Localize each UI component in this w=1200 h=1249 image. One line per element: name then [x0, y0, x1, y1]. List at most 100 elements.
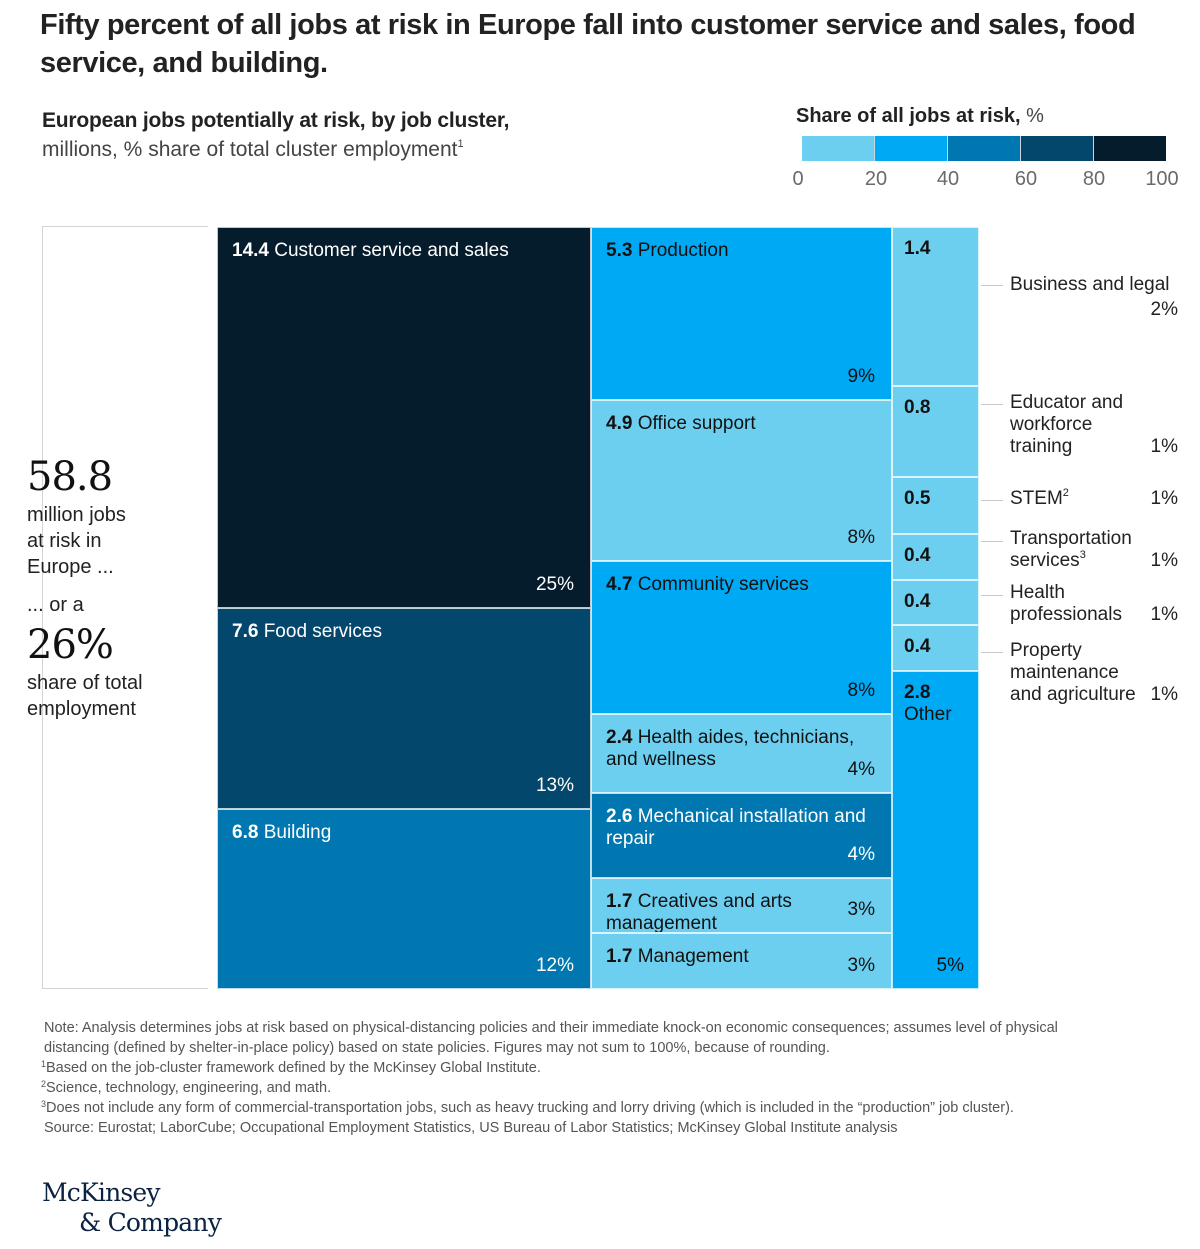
logo-line-2: & Company: [79, 1208, 222, 1237]
treemap-cell-educator-and-workforce-training: 0.8: [892, 386, 979, 478]
side-label-share: 1%: [1150, 684, 1178, 705]
cell-share: 4%: [847, 758, 875, 780]
label-connector-line: [981, 652, 1003, 653]
cell-value: 4.7: [606, 573, 633, 595]
cell-value: 2.4: [606, 727, 633, 749]
side-label-line: Business and legal: [1010, 274, 1170, 295]
treemap-cell-property-maintenance-and-agriculture: 0.4: [892, 625, 979, 671]
cell-name: Food services: [258, 621, 382, 642]
subtitle-bold: European jobs potentially at risk, by jo…: [42, 109, 510, 132]
cell-name: Management: [632, 946, 749, 968]
side-label-line: Property: [1010, 640, 1082, 661]
cell-label: 1.7 Management: [606, 946, 868, 968]
cell-label: 0.4: [904, 545, 964, 567]
cell-label: 1.4: [904, 238, 964, 260]
footnote-1: 1Based on the job-cluster framework defi…: [41, 1058, 1174, 1078]
cell-share: 9%: [847, 366, 875, 388]
side-label-line: Health: [1010, 582, 1065, 603]
footnote-1-mark: 1: [41, 1059, 47, 1069]
cell-label: 0.4: [904, 591, 964, 613]
side-label: Health professionals 1%: [1010, 582, 1178, 626]
cell-label: 6.8 Building: [232, 822, 576, 844]
chart-subtitle: European jobs potentially at risk, by jo…: [42, 106, 642, 164]
treemap-cell-customer-service-and-sales: 14.4 Customer service and sales 25%: [217, 227, 591, 608]
color-legend: Share of all jobs at risk, % 0 20 40 60 80 10…: [792, 102, 1186, 190]
label-connector-line: [981, 500, 1003, 501]
legend-tick-label: 40: [936, 168, 960, 190]
cell-name: Mechanical installation and repair: [606, 805, 866, 849]
label-connector-line: [981, 285, 1003, 286]
cell-share: 8%: [847, 680, 875, 702]
total-jobs-value: 58.8: [27, 454, 113, 500]
side-label-share: 1%: [1150, 436, 1178, 457]
summary-line-6: employment: [27, 698, 136, 720]
side-label-share: 1%: [1150, 604, 1178, 625]
summary-line-1: million jobs: [27, 504, 126, 526]
cell-label: 4.7 Community services: [606, 574, 877, 596]
cell-value: 0.4: [904, 590, 931, 612]
footnote-ref: 3: [1079, 549, 1086, 561]
footnote-2: 2Science, technology, engineering, and m…: [41, 1078, 1174, 1098]
cell-share: 4%: [847, 843, 875, 865]
legend-title: Share of all jobs at risk, %: [796, 102, 1186, 130]
cell-name: Health aides, technicians, and wellness: [606, 727, 855, 771]
legend-swatch-60-80: [1021, 136, 1094, 161]
cell-label: 1.7 Creatives and arts management: [606, 890, 868, 934]
cell-share: 3%: [847, 954, 875, 976]
note-line-2: distancing (defined by shelter-in-place …: [44, 1040, 830, 1056]
side-label: Business and legal 2%: [1010, 274, 1178, 320]
side-label-share: 1%: [1150, 488, 1178, 509]
footnote-1-text: Based on the job-cluster framework defin…: [46, 1060, 541, 1076]
logo-line-1: McKinsey: [42, 1178, 161, 1207]
subtitle-footnote-ref: 1: [457, 138, 464, 150]
legend-tick-label: 80: [1082, 168, 1106, 190]
cell-label: 7.6 Food services: [232, 621, 576, 643]
side-label-line: and agriculture: [1010, 684, 1136, 705]
label-connector-line: [981, 541, 1003, 542]
treemap-cell-business-and-legal: 1.4: [892, 227, 979, 387]
side-label-share: 1%: [1150, 550, 1178, 571]
summary-line-5: share of total: [27, 672, 143, 694]
cell-label: 0.4: [904, 636, 964, 658]
cell-label: 4.9 Office support: [606, 413, 877, 435]
legend-ticks: 0 20 40 60 80 100: [792, 168, 1186, 194]
footnote-ref: 2: [1062, 487, 1069, 499]
cell-label: 2.4 Health aides, technicians, and welln…: [606, 727, 868, 771]
subtitle-units-text: millions, % share of total cluster emplo…: [42, 138, 458, 161]
side-label-line: services3: [1010, 549, 1086, 572]
legend-tick-label: 20: [864, 168, 888, 190]
cell-value: 4.9: [606, 413, 633, 435]
cell-name: Office support: [632, 413, 756, 435]
treemap-cell-building: 6.8 Building 12%: [217, 809, 591, 989]
side-label: STEM2 1%: [1010, 488, 1178, 510]
cell-share: 3%: [847, 899, 875, 921]
side-label-line: professionals: [1010, 604, 1122, 625]
treemap-cell-community-services: 4.7 Community services 8%: [591, 560, 892, 715]
legend-swatch-40-60: [948, 136, 1021, 161]
footnote-2-text: Science, technology, engineering, and ma…: [46, 1080, 332, 1096]
cell-name: Other: [904, 703, 952, 725]
cell-share: 12%: [535, 954, 574, 976]
cell-value: 0.4: [904, 636, 931, 658]
cell-value: 6.8: [232, 822, 259, 844]
cell-name: Building: [258, 822, 332, 844]
cell-name: Creatives and arts management: [606, 890, 792, 934]
side-label: Transportation services3 1%: [1010, 528, 1178, 572]
cell-value: 1.4: [904, 238, 931, 259]
treemap-cell-office-support: 4.9 Office support 8%: [591, 400, 892, 561]
cell-value: 0.4: [904, 545, 931, 567]
treemap-cell-mechanical-installation-and-repair: 2.6 Mechanical installation and repair 4%: [591, 792, 892, 878]
legend-title-unit: %: [1020, 105, 1044, 127]
treemap-cell-creatives-and-arts-management: 1.7 Creatives and arts management 3%: [591, 877, 892, 934]
legend-swatch-0-20: [802, 136, 875, 161]
legend-swatch-80-100: [1094, 136, 1166, 161]
cell-label: 0.8: [904, 397, 964, 419]
treemap-cell-management: 1.7 Management 3%: [591, 933, 892, 989]
summary-line-4: ... or a: [27, 594, 84, 616]
summary-box: [42, 226, 208, 989]
subtitle-units: millions, % share of total cluster emplo…: [42, 135, 642, 164]
note-line-1: Note: Analysis determines jobs at risk b…: [44, 1020, 1058, 1036]
cell-share: 8%: [847, 526, 875, 548]
treemap-cell-stem: 0.5: [892, 477, 979, 535]
cell-name: Production: [632, 240, 729, 261]
